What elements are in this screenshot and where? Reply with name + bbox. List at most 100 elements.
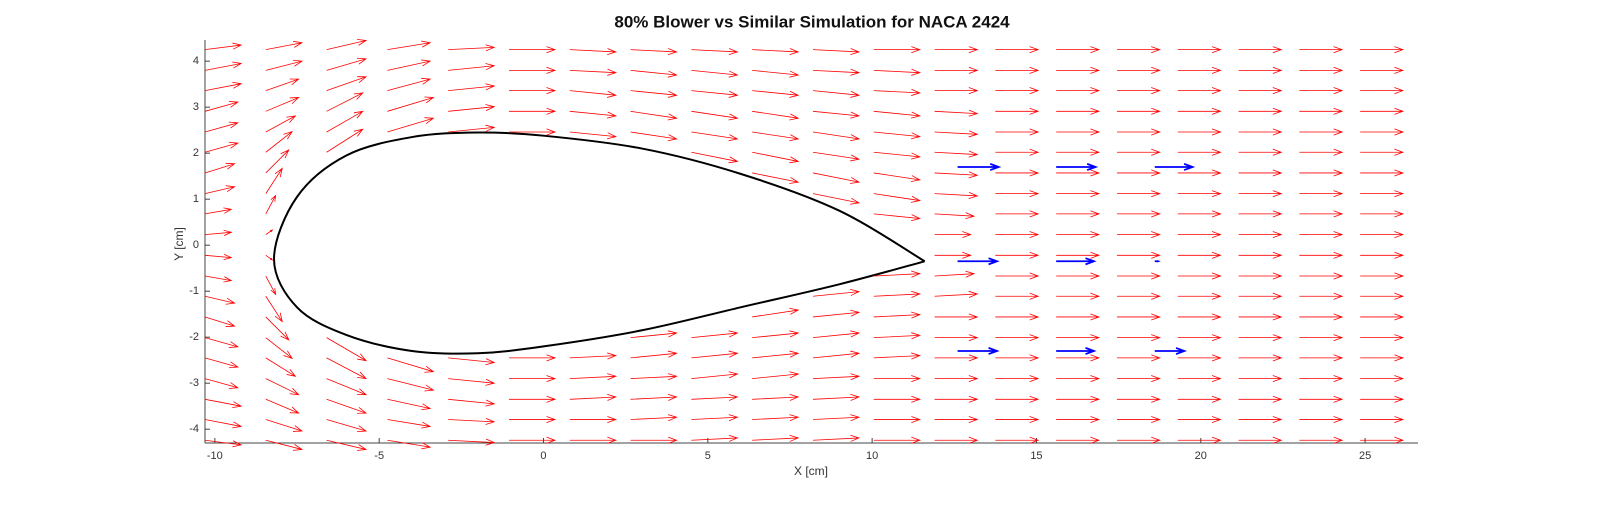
- simulated-arrow: [934, 290, 979, 298]
- x-tick-label: 20: [1195, 450, 1207, 462]
- simulated-arrow: [508, 128, 557, 136]
- simulated-arrow: [1177, 313, 1222, 321]
- simulated-arrow: [1116, 169, 1161, 177]
- simulated-arrow: [1056, 354, 1101, 362]
- simulated-arrow: [1238, 436, 1283, 444]
- simulated-arrow: [569, 68, 617, 76]
- simulated-arrow: [1238, 210, 1283, 218]
- simulated-arrow: [1360, 46, 1405, 54]
- simulated-arrow: [873, 193, 921, 203]
- simulated-arrow: [934, 334, 979, 342]
- simulated-arrow: [265, 378, 300, 396]
- simulated-arrow: [812, 393, 861, 401]
- simulated-arrow: [1116, 272, 1161, 280]
- simulated-arrow: [326, 378, 368, 396]
- measured-arrow: [957, 163, 1002, 171]
- simulated-arrow: [995, 128, 1040, 136]
- measured-arrow: [1056, 347, 1097, 355]
- simulated-arrow: [387, 77, 432, 91]
- simulated-arrow: [995, 190, 1040, 198]
- simulated-arrow: [1238, 148, 1283, 156]
- simulated-arrow: [752, 414, 800, 422]
- simulated-arrow: [995, 251, 1040, 259]
- simulated-arrow: [1056, 128, 1101, 136]
- simulated-arrow: [752, 172, 800, 184]
- simulated-arrow: [995, 87, 1040, 95]
- simulated-arrow: [934, 231, 972, 239]
- simulated-arrow: [204, 378, 239, 389]
- simulated-arrow: [508, 416, 557, 423]
- simulated-arrow: [1299, 416, 1344, 423]
- simulated-arrow: [1116, 190, 1161, 198]
- simulated-arrow: [934, 212, 976, 220]
- simulated-arrow: [265, 337, 294, 360]
- simulated-arrow: [995, 46, 1040, 54]
- simulated-arrow: [934, 171, 979, 179]
- simulated-arrow: [387, 357, 435, 373]
- simulated-arrow: [1299, 395, 1344, 403]
- simulated-arrow: [934, 87, 979, 95]
- simulated-arrow: [873, 311, 921, 319]
- simulated-arrow: [995, 436, 1040, 444]
- simulated-arrow: [265, 167, 283, 194]
- simulated-arrow: [326, 337, 368, 362]
- simulated-arrow: [934, 66, 979, 74]
- simulated-arrow: [752, 151, 800, 164]
- y-tick-label: -4: [189, 423, 199, 435]
- x-tick-label: -5: [374, 450, 384, 462]
- simulated-arrow: [934, 150, 979, 158]
- simulated-arrow: [1360, 190, 1405, 198]
- simulated-arrow: [812, 350, 861, 359]
- y-tick-label: -3: [189, 377, 199, 389]
- simulated-arrow: [995, 354, 1040, 362]
- simulated-arrow: [1360, 128, 1405, 136]
- x-tick-label: 10: [866, 450, 878, 462]
- simulated-arrow: [387, 398, 432, 411]
- simulated-arrow: [1177, 272, 1222, 280]
- simulated-arrow: [691, 131, 739, 142]
- simulated-arrow: [630, 373, 678, 381]
- simulated-arrow: [1299, 107, 1344, 115]
- simulated-arrow: [508, 354, 557, 362]
- simulated-arrow: [1299, 87, 1344, 95]
- simulated-arrow: [812, 90, 861, 98]
- simulated-arrow: [873, 46, 921, 54]
- y-tick-label: 1: [193, 193, 199, 205]
- simulated-arrow: [1177, 436, 1222, 444]
- simulated-arrow: [326, 92, 364, 112]
- simulated-arrow: [1238, 169, 1283, 177]
- simulated-arrow: [204, 121, 239, 133]
- simulated-arrow: [1177, 46, 1222, 54]
- simulated-arrow: [1299, 436, 1344, 444]
- simulated-arrow: [448, 104, 496, 112]
- simulated-arrow: [1177, 375, 1222, 383]
- simulated-arrow: [1360, 395, 1405, 403]
- simulated-arrow: [1177, 334, 1222, 342]
- simulated-arrow: [812, 131, 861, 142]
- simulated-arrow: [934, 270, 976, 278]
- simulated-arrow: [1238, 272, 1283, 280]
- simulated-arrow: [752, 350, 800, 359]
- simulated-arrow: [873, 270, 921, 278]
- simulated-arrow: [508, 107, 557, 115]
- simulated-arrow: [1116, 292, 1161, 300]
- simulated-arrow: [752, 307, 800, 318]
- simulated-arrow: [265, 115, 297, 133]
- simulated-arrow: [934, 251, 972, 259]
- simulated-arrow: [204, 439, 243, 448]
- simulated-arrow: [508, 66, 557, 74]
- simulated-arrow: [1056, 292, 1101, 300]
- simulated-arrow: [691, 350, 739, 359]
- simulated-arrow: [630, 131, 678, 142]
- simulated-arrow: [752, 90, 800, 98]
- simulated-arrow: [873, 172, 921, 183]
- simulated-arrow: [1299, 148, 1344, 156]
- y-tick-label: 0: [193, 239, 199, 251]
- simulated-arrow: [934, 313, 979, 321]
- simulated-arrow: [812, 414, 861, 422]
- simulated-arrow: [691, 69, 739, 78]
- simulated-arrow: [873, 89, 921, 96]
- simulated-arrow: [508, 46, 557, 54]
- simulated-arrow: [630, 414, 678, 422]
- simulated-arrow: [1056, 210, 1101, 218]
